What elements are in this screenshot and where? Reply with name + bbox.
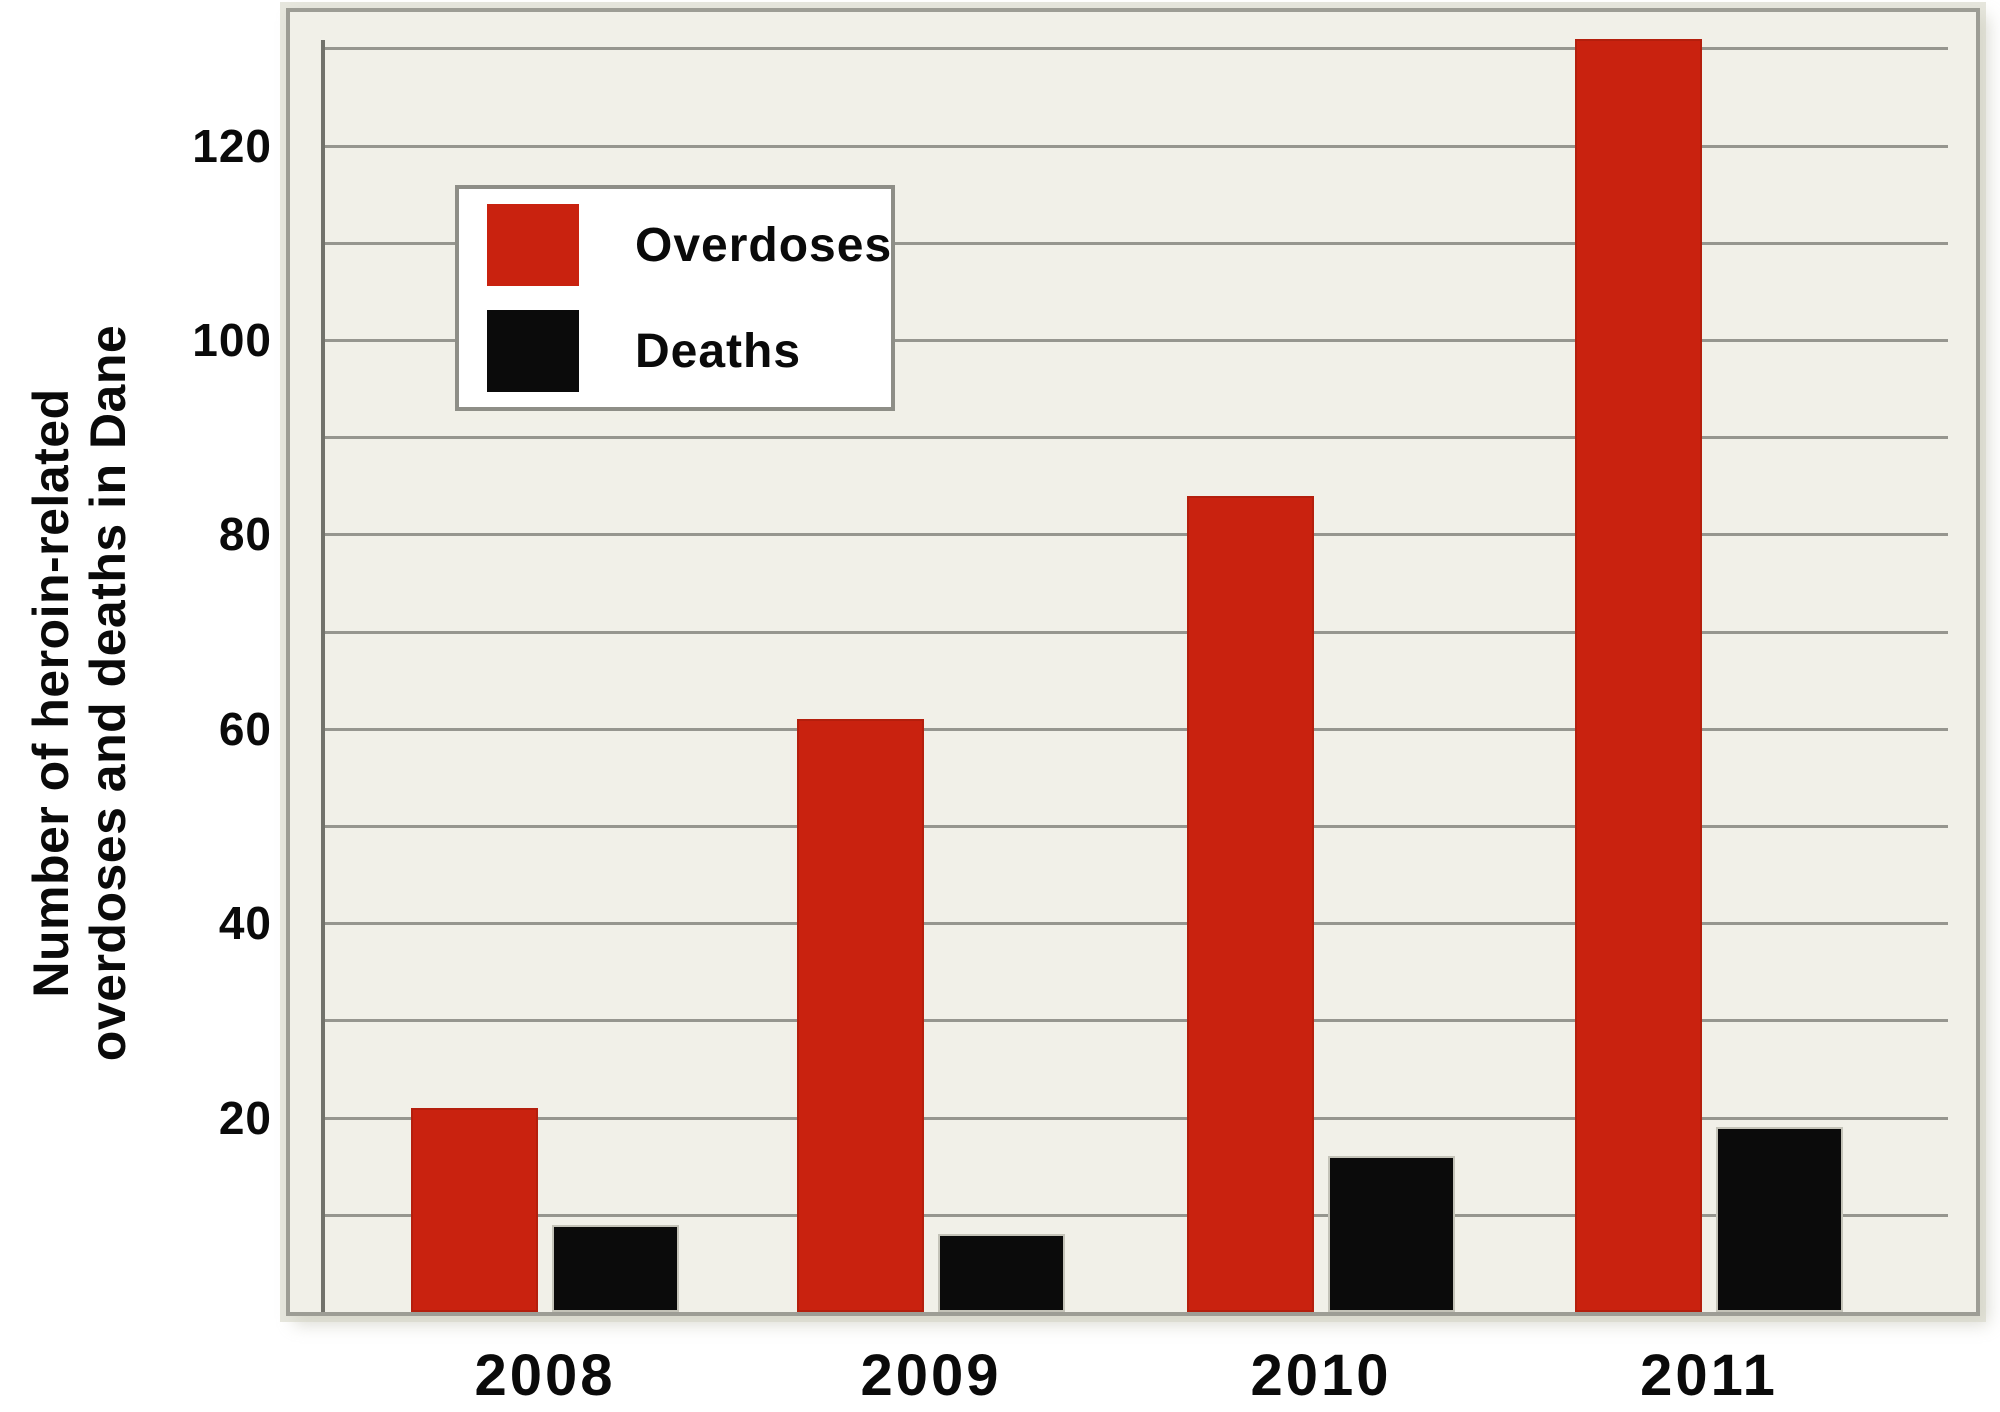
overdoses-legend-label: Overdoses bbox=[635, 218, 893, 272]
bar-overdoses-2008 bbox=[411, 1108, 538, 1312]
y-tick-20: 20 bbox=[218, 1091, 272, 1144]
gridline-120 bbox=[323, 144, 1948, 148]
y-axis-title: Number of heroin-related overdoses and d… bbox=[23, 325, 137, 1061]
gridline-20 bbox=[323, 1116, 1948, 1120]
legend-row-overdoses: Overdoses bbox=[487, 204, 891, 286]
y-axis-line bbox=[321, 40, 325, 1312]
gridline-130 bbox=[323, 47, 1948, 51]
gridline-50 bbox=[323, 825, 1948, 828]
plot-inner: Overdoses Deaths bbox=[290, 12, 1976, 1312]
gridline-30 bbox=[323, 1019, 1948, 1023]
bar-overdoses-2011 bbox=[1575, 39, 1702, 1312]
y-tick-80: 80 bbox=[218, 508, 272, 561]
y-tick-100: 100 bbox=[192, 314, 272, 366]
bar-deaths-2010 bbox=[1328, 1156, 1455, 1312]
y-axis-title-line-1: Number of heroin-related bbox=[23, 388, 79, 998]
deaths-legend-label: Deaths bbox=[635, 324, 802, 378]
y-tick-120: 120 bbox=[192, 119, 272, 172]
x-label-2008: 2008 bbox=[474, 1343, 616, 1408]
bar-deaths-2008 bbox=[552, 1225, 679, 1312]
x-label-2009: 2009 bbox=[860, 1343, 1002, 1408]
gridline-40 bbox=[323, 922, 1948, 926]
deaths-swatch bbox=[487, 310, 579, 392]
gridline-110 bbox=[323, 241, 1948, 245]
gridline-70 bbox=[323, 630, 1948, 634]
gridline-90 bbox=[323, 436, 1948, 440]
overdoses-swatch bbox=[487, 204, 579, 286]
y-axis-title-line-2: overdoses and deaths in Dane bbox=[80, 324, 136, 1062]
bar-deaths-2009 bbox=[938, 1234, 1065, 1312]
gridline-80 bbox=[323, 533, 1948, 537]
bar-overdoses-2009 bbox=[797, 719, 924, 1312]
legend: Overdoses Deaths bbox=[455, 185, 895, 411]
y-tick-40: 40 bbox=[218, 897, 272, 950]
gridline-10 bbox=[323, 1213, 1948, 1217]
bar-deaths-2011 bbox=[1716, 1127, 1843, 1312]
gridline-100 bbox=[323, 339, 1948, 342]
plot-area: Overdoses Deaths bbox=[286, 8, 1980, 1316]
x-label-2011: 2011 bbox=[1640, 1343, 1778, 1408]
bar-overdoses-2010 bbox=[1187, 496, 1314, 1312]
y-tick-60: 60 bbox=[218, 702, 272, 755]
legend-row-deaths: Deaths bbox=[487, 310, 863, 392]
x-label-2010: 2010 bbox=[1250, 1343, 1392, 1408]
gridline-60 bbox=[323, 727, 1948, 731]
